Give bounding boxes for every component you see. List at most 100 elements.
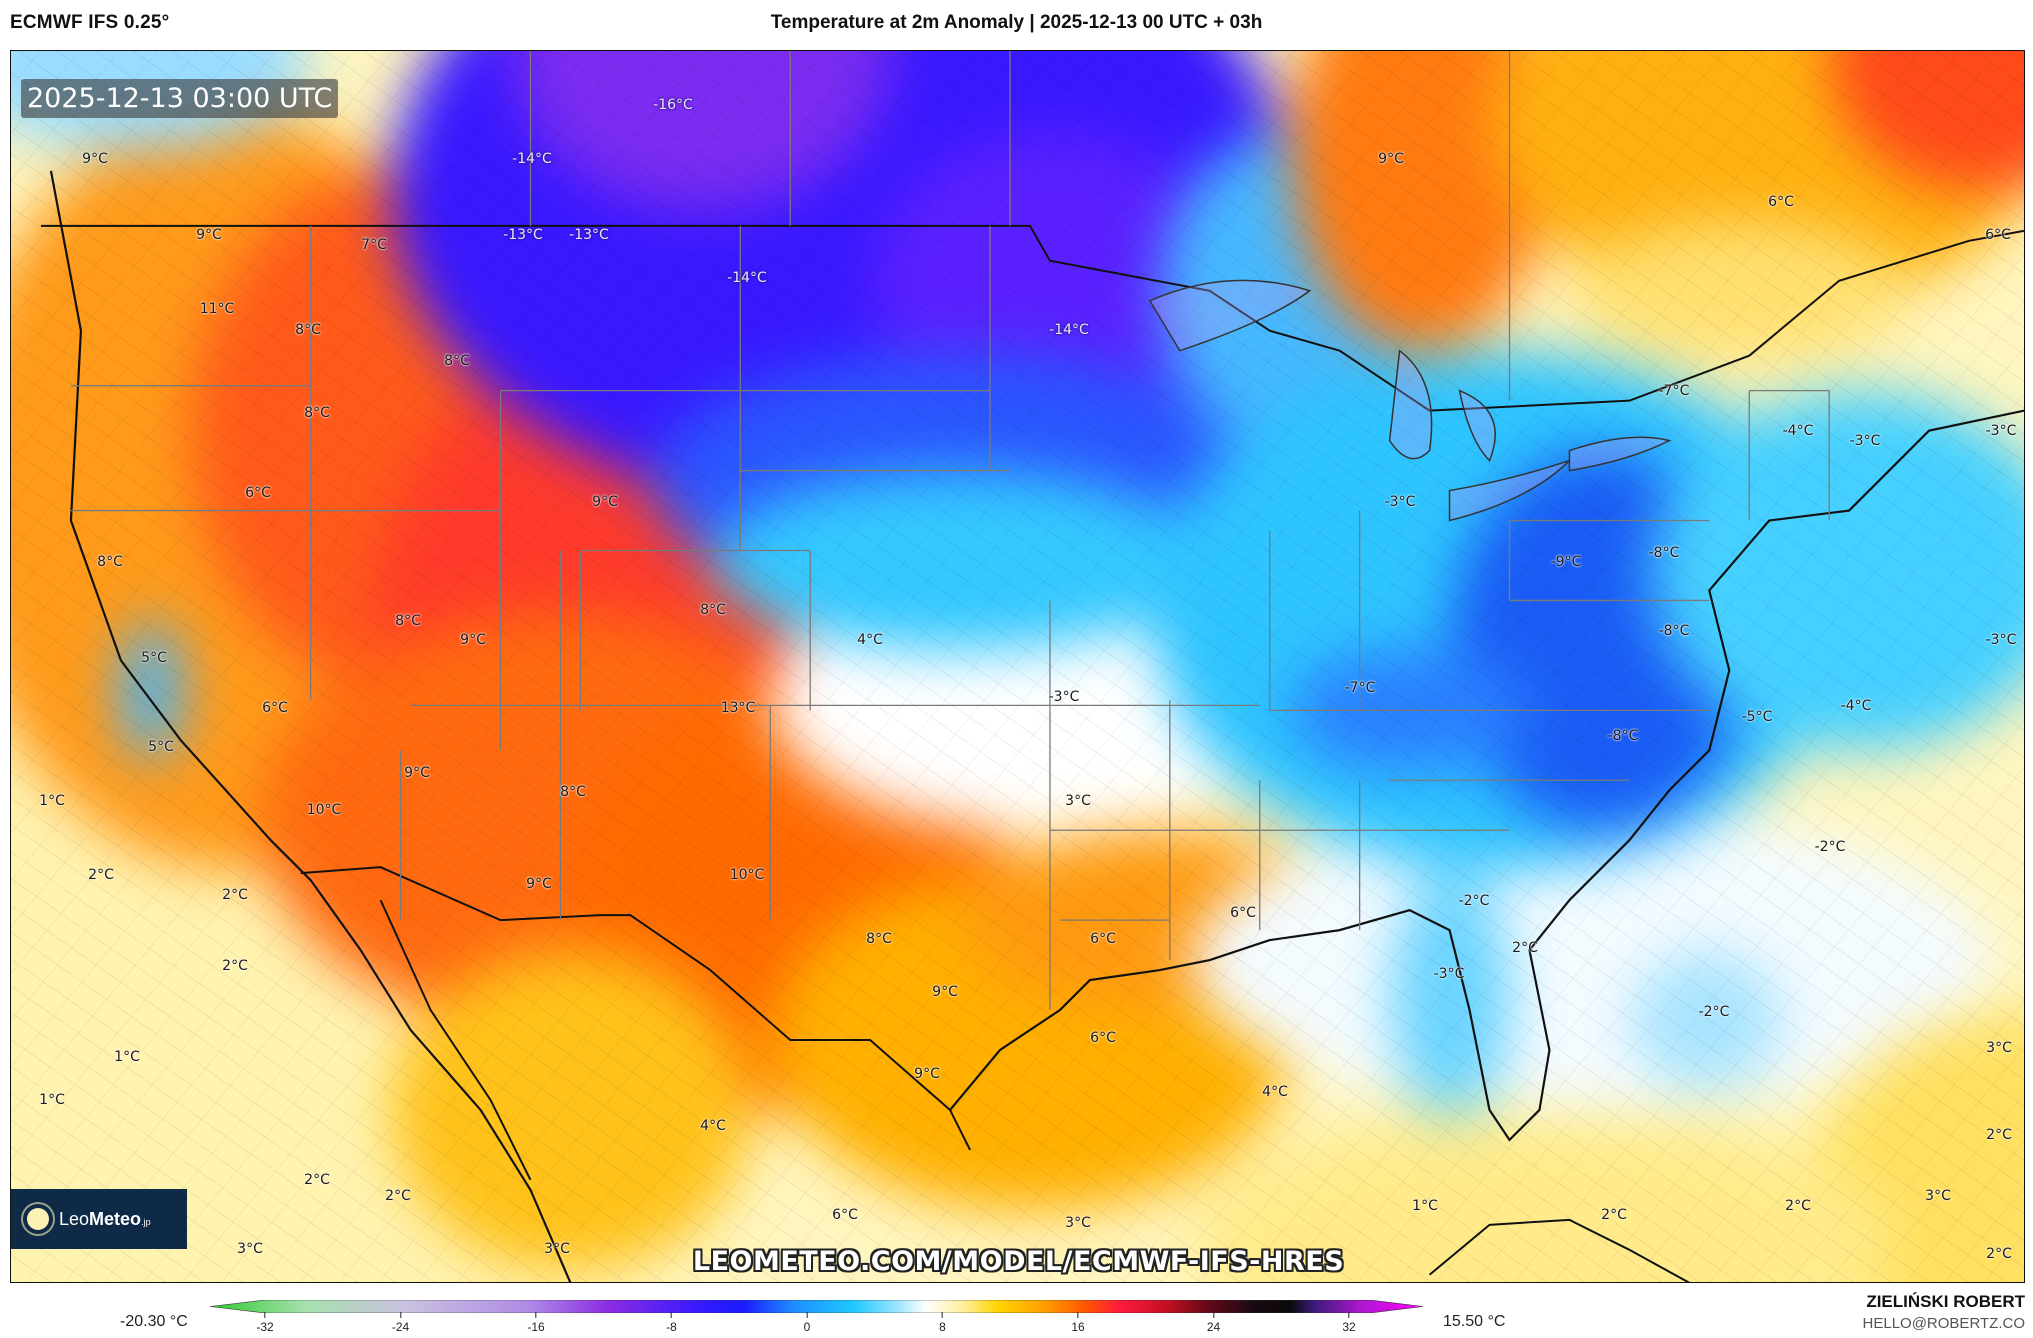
temperature-label: 6°C [245,485,271,501]
temperature-label: 6°C [1768,194,1794,210]
tick-mark [942,1312,943,1318]
tick-mark [1212,1312,1214,1318]
temperature-label: 3°C [1065,793,1091,809]
temperature-label: -13°C [503,227,543,243]
temperature-label: -14°C [1049,322,1089,338]
temperature-label: 9°C [526,876,552,892]
temperature-label: 6°C [1090,931,1116,947]
temperature-label: 8°C [395,613,421,629]
temperature-label: 9°C [914,1066,940,1082]
tick-label: 0 [803,1320,811,1334]
temperature-label: 4°C [700,1118,726,1134]
temperature-label: 2°C [304,1172,330,1188]
temperature-label: 2°C [1986,1127,2012,1143]
temperature-label: -13°C [569,227,609,243]
temperature-label: 11°C [199,301,235,317]
temperature-label: -14°C [727,270,767,286]
colorbar-tick: 32 [1342,1312,1356,1334]
temperature-label: -2°C [1698,1004,1730,1020]
temperature-label: 9°C [460,632,486,648]
temperature-label: 6°C [1230,905,1256,921]
temperature-label: 4°C [1262,1084,1288,1100]
colorbar-tick: -32 [256,1312,274,1334]
valid-time-badge: 2025-12-13 03:00 UTC [21,79,339,118]
temperature-label: -4°C [1840,698,1872,714]
temperature-label: 1°C [114,1049,140,1065]
temperature-label: 8°C [700,602,726,618]
tick-label: -16 [527,1320,545,1334]
contour-texture [11,51,2024,1282]
temperature-label: -3°C [1048,689,1080,705]
temperature-label: -2°C [1458,893,1490,909]
temperature-label: 3°C [1925,1188,1951,1204]
temperature-label: 6°C [1985,227,2011,243]
temperature-label: 6°C [1090,1030,1116,1046]
tick-label: 8 [939,1320,946,1334]
temperature-label: 5°C [141,650,167,666]
temperature-label: -8°C [1607,728,1639,744]
tick-label: 32 [1342,1320,1356,1334]
temperature-label: 9°C [196,227,222,243]
temperature-label: 8°C [560,784,586,800]
temperature-label: 2°C [222,958,248,974]
temperature-label: 2°C [222,887,248,903]
model-name: ECMWF IFS 0.25° [10,12,170,33]
temperature-label: 2°C [385,1188,411,1204]
temperature-label: 4°C [857,632,883,648]
temperature-label: 8°C [444,353,470,369]
tick-mark [1077,1312,1079,1318]
temperature-label: 1°C [1412,1198,1438,1214]
colorbar-tick: 8 [939,1312,946,1334]
temperature-label: -3°C [1384,494,1416,510]
temperature-label: 10°C [306,802,342,818]
temperature-label: 1°C [39,793,65,809]
temperature-label: 6°C [832,1207,858,1223]
colorbar-tick: -8 [666,1312,677,1334]
temperature-label: 9°C [932,984,958,1000]
author-credit: ZIELIŃSKI ROBERT HELLO@ROBERTZ.CO [1863,1292,2025,1332]
colorbar-ticks: -32 -24 -16 -8 0 8 16 24 32 [0,1312,2033,1338]
temperature-label: 8°C [866,931,892,947]
temperature-label: -8°C [1658,623,1690,639]
leometeo-logo: LeoMeteo.jp [11,1189,187,1249]
temperature-label: -3°C [1433,966,1465,982]
source-watermark: LEOMETEO.COM/MODEL/ECMWF-IFS-HRES [692,1246,1345,1277]
temperature-label: -3°C [1985,632,2017,648]
temperature-label: -7°C [1344,680,1376,696]
temperature-label: 10°C [729,867,765,883]
colorbar-max-label: 15.50 °C [1443,1313,1506,1330]
temperature-label: -3°C [1985,423,2017,439]
tick-label: 24 [1206,1320,1221,1334]
sun-icon [27,1208,49,1230]
tick-label: -8 [666,1320,677,1334]
tick-mark [264,1312,266,1318]
temperature-label: 8°C [304,405,330,421]
colorbar-tick: 0 [803,1312,811,1334]
temperature-label: 8°C [295,322,321,338]
colorbar [210,1300,1423,1313]
temperature-label: 13°C [720,700,756,716]
temperature-label: 5°C [148,739,174,755]
temperature-label: 6°C [262,700,288,716]
temperature-label: 8°C [97,554,123,570]
temperature-label: -7°C [1658,383,1690,399]
temperature-label: 9°C [82,151,108,167]
temperature-label: 2°C [1601,1207,1627,1223]
tick-mark [806,1312,808,1318]
temperature-label: -16°C [653,97,693,113]
chart-title: Temperature at 2m Anomaly | 2025-12-13 0… [770,12,1263,33]
colorbar-tick: 16 [1071,1312,1085,1334]
temperature-label: -5°C [1741,709,1773,725]
temperature-label: -3°C [1849,433,1881,449]
author-name: ZIELIŃSKI ROBERT [1866,1292,2025,1311]
temperature-label: 3°C [1065,1215,1091,1231]
colorbar-tick: -24 [392,1312,409,1334]
political-borders [40,51,2024,1282]
author-email: HELLO@ROBERTZ.CO [1862,1315,2025,1332]
tick-mark [670,1312,672,1318]
temperature-label: 3°C [544,1241,570,1257]
colorbar-tick: -16 [527,1312,545,1334]
temperature-label: -14°C [512,151,552,167]
temperature-label: -2°C [1814,839,1846,855]
temperature-label: 1°C [39,1092,65,1108]
